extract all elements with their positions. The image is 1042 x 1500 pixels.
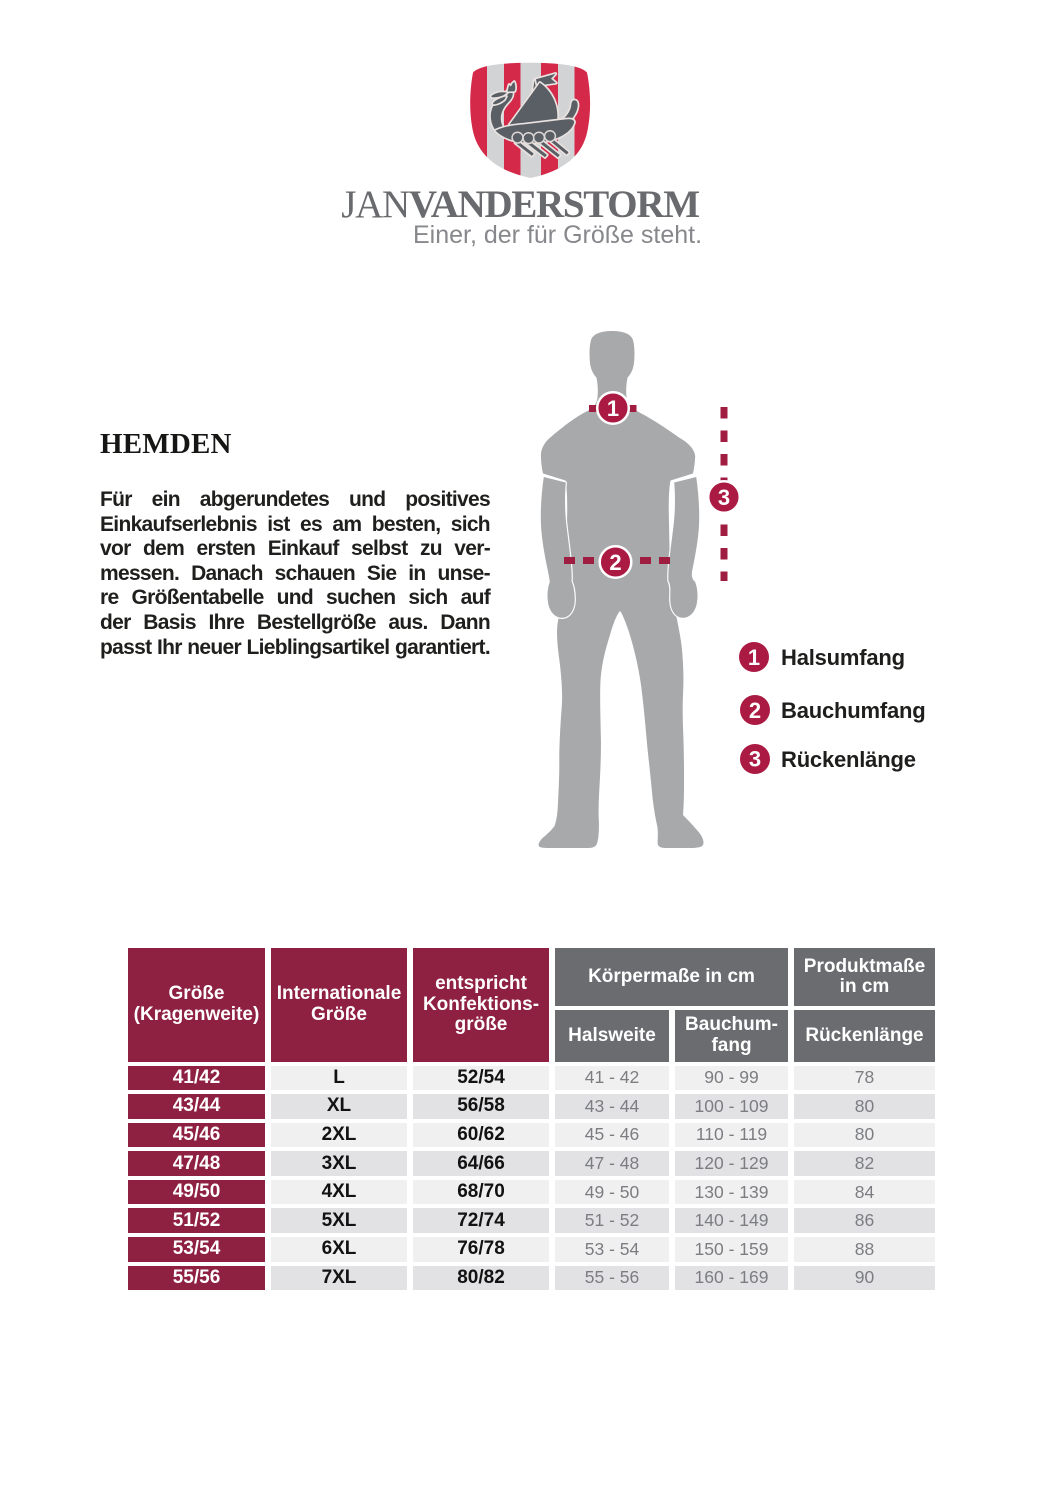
- svg-text:1: 1: [607, 396, 619, 421]
- svg-text:1: 1: [748, 645, 760, 670]
- svg-text:3: 3: [749, 747, 761, 772]
- svg-text:2: 2: [749, 698, 761, 723]
- svg-text:2: 2: [609, 550, 621, 575]
- svg-text:3: 3: [718, 485, 730, 510]
